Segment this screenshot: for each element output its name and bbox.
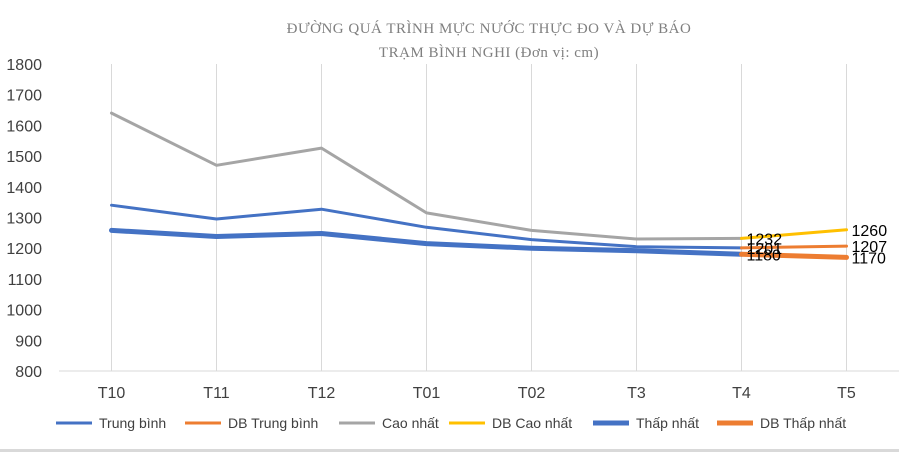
y-tick-label: 1200 [6, 241, 42, 258]
x-tick-label: T12 [308, 385, 336, 402]
legend: Trung bình DB Trung bình Cao nhất DB Cao nh… [56, 415, 846, 431]
data-label: 1170 [852, 250, 887, 267]
legend-label: Cao nhất [382, 415, 439, 431]
x-tick-label: T10 [98, 385, 126, 402]
y-tick-label: 1700 [6, 88, 42, 105]
series-line [110, 111, 743, 241]
legend-label: Thấp nhất [636, 415, 699, 431]
legend-label: DB Trung bình [228, 415, 318, 431]
y-tick-label: 1100 [8, 272, 43, 289]
x-tick-label: T01 [413, 385, 441, 402]
chart-subtitle: TRẠM BÌNH NGHI (Đơn vị: cm) [379, 44, 599, 61]
y-tick-label: 800 [15, 364, 42, 381]
series-line [110, 203, 743, 250]
legend-label: DB Thấp nhất [760, 415, 846, 431]
y-tick-label: 1500 [6, 149, 42, 166]
data-label: 1207 [852, 239, 888, 256]
x-tick-label: T3 [627, 385, 646, 402]
vertical-gridlines [111, 64, 847, 371]
bottom-border [0, 449, 899, 452]
data-label: 1180 [747, 247, 782, 264]
series-line [740, 244, 848, 250]
x-tick-label: T02 [518, 385, 546, 402]
data-label: 1232 [747, 231, 783, 248]
y-tick-label: 1600 [6, 118, 42, 135]
y-tick-label: 900 [15, 333, 42, 350]
y-tick-label: 1000 [6, 303, 42, 320]
y-axis: 800 900 1000 1100 1200 1300 1400 1500 1600 1700 18… [6, 57, 42, 381]
y-tick-label: 1300 [6, 211, 42, 228]
series-lines [109, 111, 849, 260]
chart-title: ĐƯỜNG QUÁ TRÌNH MỰC NƯỚC THỰC ĐO VÀ DỰ B… [287, 20, 692, 37]
x-axis-ticks: T10 T11 T12 T01 T02 T3 T4 T5 [98, 385, 856, 402]
x-tick-label: T11 [203, 385, 229, 402]
x-tick-label: T5 [837, 385, 856, 402]
series-line [739, 251, 849, 260]
data-label: 1260 [852, 223, 888, 240]
y-tick-label: 1800 [6, 57, 42, 74]
x-tick-label: T4 [732, 385, 751, 402]
series-line [740, 228, 848, 240]
legend-label: DB Cao nhất [492, 415, 572, 431]
data-label: 1201 [747, 241, 783, 258]
y-tick-label: 1400 [6, 180, 42, 197]
series-line [109, 227, 744, 257]
legend-label: Trung bình [99, 415, 166, 431]
